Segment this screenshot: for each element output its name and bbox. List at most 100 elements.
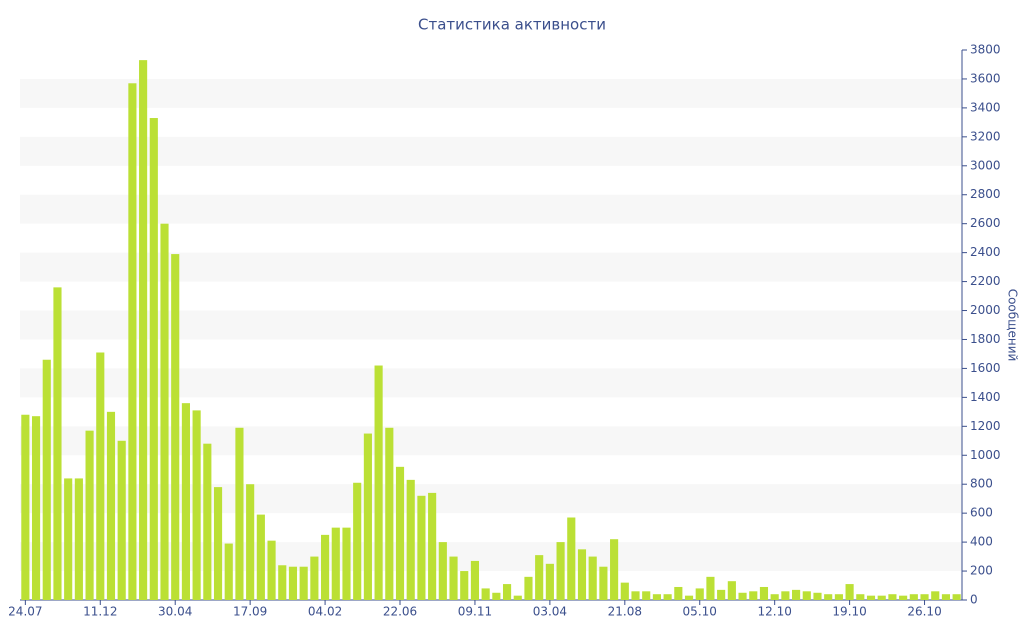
x-tick-label: 12.10: [757, 605, 791, 619]
bar: [866, 595, 876, 600]
bar: [449, 556, 458, 600]
bar: [21, 414, 30, 600]
bar: [856, 594, 865, 600]
bar: [502, 584, 512, 600]
bar: [139, 60, 148, 600]
x-tick-label: 11.12: [83, 605, 117, 619]
bar: [460, 571, 469, 600]
y-tick-label: 2000: [970, 303, 1001, 317]
y-tick-label: 2200: [970, 274, 1001, 288]
bar: [770, 594, 779, 600]
bar: [877, 595, 886, 600]
grid-band: [20, 194, 962, 224]
x-tick-label: 24.07: [8, 605, 42, 619]
bar: [577, 549, 587, 600]
x-tick-label: 26.10: [907, 605, 941, 619]
bar: [74, 478, 83, 600]
bar: [181, 403, 190, 600]
bar: [588, 556, 597, 600]
bar: [149, 118, 158, 601]
bar: [64, 478, 73, 600]
x-tick-label: 03.04: [533, 605, 567, 619]
bar: [160, 223, 169, 600]
bar: [342, 527, 351, 600]
bar: [385, 427, 394, 600]
bar: [42, 359, 51, 600]
bar: [417, 495, 426, 600]
bar: [213, 487, 223, 600]
bar: [663, 594, 672, 600]
bar: [738, 592, 747, 600]
bar: [31, 416, 41, 600]
bar: [759, 586, 769, 600]
bar: [706, 576, 715, 600]
bar: [909, 594, 918, 600]
y-tick-label: 400: [970, 535, 993, 549]
y-tick-label: 1200: [970, 419, 1001, 433]
bar: [363, 433, 372, 600]
bar: [235, 427, 244, 600]
bar: [642, 591, 651, 600]
bar: [106, 411, 116, 600]
bar: [96, 352, 105, 600]
y-tick-label: 0: [970, 593, 978, 607]
bar: [599, 566, 608, 600]
bar: [620, 582, 629, 600]
bar: [899, 595, 908, 600]
bar: [556, 542, 565, 600]
bar: [331, 527, 340, 600]
bar: [727, 581, 736, 600]
bar: [246, 484, 255, 600]
bar: [567, 517, 576, 600]
bar: [481, 588, 490, 600]
bar: [171, 254, 180, 600]
y-tick-label: 3600: [970, 71, 1001, 85]
bar: [513, 595, 522, 600]
bar: [128, 83, 137, 600]
y-tick-label: 1000: [970, 448, 1001, 462]
bar: [952, 594, 961, 600]
y-tick-label: 1400: [970, 390, 1001, 404]
bar: [428, 492, 437, 600]
bar: [310, 556, 319, 600]
bar: [610, 539, 619, 600]
bar: [85, 430, 94, 600]
bar: [267, 540, 276, 600]
bar: [834, 594, 843, 600]
bar: [813, 592, 822, 600]
x-tick-label: 17.09: [233, 605, 267, 619]
x-tick-label: 21.08: [608, 605, 642, 619]
bar: [53, 287, 62, 600]
bar: [395, 466, 405, 600]
bar: [792, 589, 801, 600]
bar: [256, 514, 265, 600]
bar: [824, 594, 833, 600]
y-tick-label: 2400: [970, 245, 1001, 259]
bar: [920, 594, 929, 600]
bar: [749, 591, 758, 600]
bar: [470, 560, 480, 600]
bar: [781, 591, 790, 600]
x-tick-label: 05.10: [683, 605, 717, 619]
y-tick-label: 600: [970, 506, 993, 520]
y-axis-label: Сообщений: [1006, 289, 1020, 362]
x-tick-label: 22.06: [383, 605, 417, 619]
y-tick-label: 1600: [970, 361, 1001, 375]
bar: [652, 594, 661, 600]
bar: [535, 555, 544, 600]
bar: [438, 542, 447, 600]
grid-band: [20, 78, 962, 108]
bar: [524, 576, 533, 600]
x-tick-label: 30.04: [158, 605, 192, 619]
bar: [278, 565, 287, 600]
y-tick-label: 3800: [970, 43, 1001, 57]
bar: [545, 563, 554, 600]
bar: [321, 534, 330, 600]
bar: [674, 586, 683, 600]
bar: [695, 588, 704, 600]
y-tick-label: 800: [970, 477, 993, 491]
x-tick-label: 04.02: [308, 605, 342, 619]
bar: [353, 482, 362, 600]
bar: [684, 595, 694, 600]
bar: [492, 592, 501, 600]
